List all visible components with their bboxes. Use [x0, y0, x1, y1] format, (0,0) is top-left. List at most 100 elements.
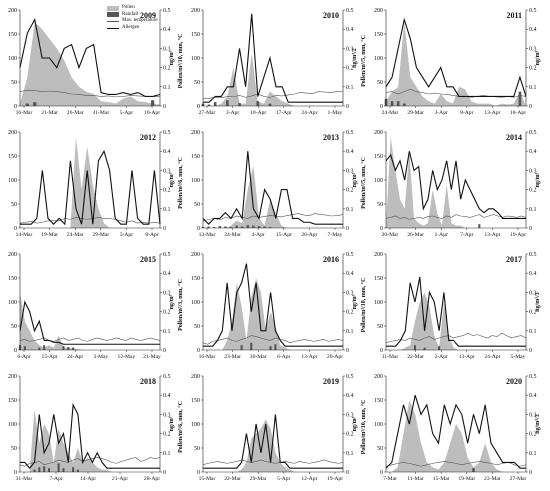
rainfall-bar	[256, 101, 260, 106]
rainfall-bar	[413, 345, 417, 350]
y2-tick-label: 0	[346, 348, 349, 354]
chart-svg-2009: 0 50 100 150 200 0 0.1 0.2 0.3 0.4 0.5 16-Mar 21-Mar…	[8, 8, 171, 116]
allergen-line	[19, 300, 160, 345]
pollen-area	[20, 409, 160, 472]
x-tick-label: 3-May	[93, 354, 108, 360]
y-tick-label: 150	[374, 276, 383, 282]
legend-item-pollen: Pollen	[107, 5, 158, 12]
y2-axis-label: ng/m³/3	[535, 414, 541, 434]
y-tick-label: 100	[374, 300, 383, 306]
pollen-area	[386, 292, 526, 350]
chart-panel-2013: 0 50 100 150 200 0 0.1 0.2 0.3 0.4 0.5 13-Mar 24-Mar…	[178, 122, 366, 244]
y-tick-label: 50	[377, 446, 383, 452]
y2-tick-label: 0	[346, 226, 349, 232]
y-tick-label: 150	[191, 398, 200, 404]
rainfall-bar	[472, 468, 475, 472]
temperature-line	[202, 90, 344, 100]
panel-title: 2013	[323, 133, 339, 142]
x-tick-label: 21-Mar	[41, 110, 58, 116]
y2-tick-label: 0.3	[529, 290, 537, 296]
y2-tick-label: 0	[529, 348, 532, 354]
y-tick-label: 200	[374, 252, 383, 258]
y-tick-label: 0	[14, 470, 17, 476]
temperature-line	[19, 217, 161, 224]
rainfall-bar	[240, 345, 243, 350]
y-tick-label: 100	[191, 300, 200, 306]
y2-axis-label: ng/m³	[352, 294, 358, 310]
temperature-line	[202, 213, 344, 222]
chart-panel-2010: 0 50 100 150 200 0 0.1 0.2 0.3 0.4 0.5 27-Mar 3-Apr 1…	[178, 0, 366, 122]
y2-tick-label: 0.1	[346, 207, 354, 213]
panel-title: 2010	[323, 11, 339, 20]
temperature-line	[385, 332, 527, 344]
y-tick-label: 150	[8, 32, 17, 38]
x-tick-label: 31-Mar	[16, 476, 33, 482]
y-tick-label: 150	[191, 32, 200, 38]
rainfall-bar	[423, 347, 426, 350]
y-tick-label: 0	[380, 104, 383, 110]
x-tick-label: 12-Apr	[301, 476, 317, 482]
allergen-line	[385, 151, 526, 219]
y2-axis-label: ng/m³/2	[352, 48, 358, 68]
x-tick-label: 17-Apr	[276, 110, 292, 116]
x-tick-label: 10-Apr	[250, 110, 266, 116]
x-tick-label: 1-Apr	[435, 232, 448, 238]
panel-title: 2011	[506, 11, 522, 20]
y-axis-label: Pollen/m³/6, mm, °C	[178, 157, 184, 209]
y2-tick-label: 0.1	[346, 329, 354, 335]
y-tick-label: 150	[374, 398, 383, 404]
allergen-line	[19, 17, 161, 97]
y-tick-label: 50	[11, 446, 17, 452]
x-tick-label: 5-Apr	[277, 476, 290, 482]
y-tick-label: 100	[374, 178, 383, 184]
rainfall-bar	[43, 345, 46, 350]
x-tick-label: 29-Mar	[250, 476, 267, 482]
rainfall-bar	[207, 104, 211, 106]
chart-svg-2020: 0 50 100 150 200 0 0.1 0.2 0.3 0.4 0.5 7-Mar 11-Mar 1…	[374, 374, 537, 482]
rainfall-bar	[246, 225, 250, 228]
x-tick-label: 19-Apr	[327, 476, 343, 482]
x-tick-label: 15-Apr	[42, 354, 58, 360]
x-tick-label: 3-Apr	[120, 232, 133, 238]
y2-axis-label: ng/m³	[169, 416, 175, 432]
x-tick-label: 27-Mar	[199, 110, 216, 116]
x-tick-label: 30-Mar	[250, 354, 267, 360]
x-tick-label: 29-Mar	[92, 232, 109, 238]
y-axis-label: Pollen/m³/5, mm, °C	[0, 35, 1, 87]
y-tick-label: 200	[8, 8, 17, 14]
pollen-area	[20, 22, 160, 106]
y2-tick-label: 0.5	[529, 130, 537, 136]
x-tick-label: 26-Mar	[407, 232, 424, 238]
x-tick-label: 7-May	[328, 232, 343, 238]
y2-tick-label: 0.4	[163, 271, 171, 277]
legend-label-pollen: Pollen	[122, 5, 135, 10]
chart-svg-2019: 0 50 100 150 200 0 0.1 0.2 0.3 0.4 0.5 15-Mar 22-Mar…	[191, 374, 354, 482]
x-tick-label: 24-Apr	[301, 110, 317, 116]
y-tick-label: 0	[197, 348, 200, 354]
rainfall-bar	[57, 463, 60, 472]
y-tick-label: 100	[8, 300, 17, 306]
y2-tick-label: 0.3	[163, 168, 171, 174]
y2-tick-label: 0	[163, 470, 166, 476]
y-tick-label: 50	[194, 202, 200, 208]
y-tick-label: 100	[374, 56, 383, 62]
y-tick-label: 100	[191, 422, 200, 428]
y2-tick-label: 0.4	[529, 271, 537, 277]
y2-tick-label: 0.5	[529, 252, 537, 258]
panel-title: 2009	[140, 11, 156, 20]
x-tick-label: 26-Apr	[301, 232, 317, 238]
y-tick-label: 50	[11, 80, 17, 86]
x-tick-label: 24-Mar	[382, 110, 399, 116]
chart-svg-2010: 0 50 100 150 200 0 0.1 0.2 0.3 0.4 0.5 27-Mar 3-Apr 1…	[191, 8, 354, 116]
rainfall-bar	[402, 103, 406, 106]
y2-tick-label: 0.3	[346, 168, 354, 174]
chart-panel-2017: 0 50 100 150 200 0 0.1 0.2 0.3 0.4 0.5 11-Mar 22-Mar…	[361, 244, 549, 366]
y2-tick-label: 0	[529, 226, 532, 232]
temperature-line	[385, 461, 527, 467]
x-tick-label: 15-Apr	[276, 232, 292, 238]
panel-title: 2019	[323, 377, 339, 386]
panel-title: 2015	[140, 255, 156, 264]
y2-tick-label: 0.2	[346, 66, 354, 72]
y-tick-label: 200	[8, 130, 17, 136]
y-tick-label: 150	[374, 154, 383, 160]
